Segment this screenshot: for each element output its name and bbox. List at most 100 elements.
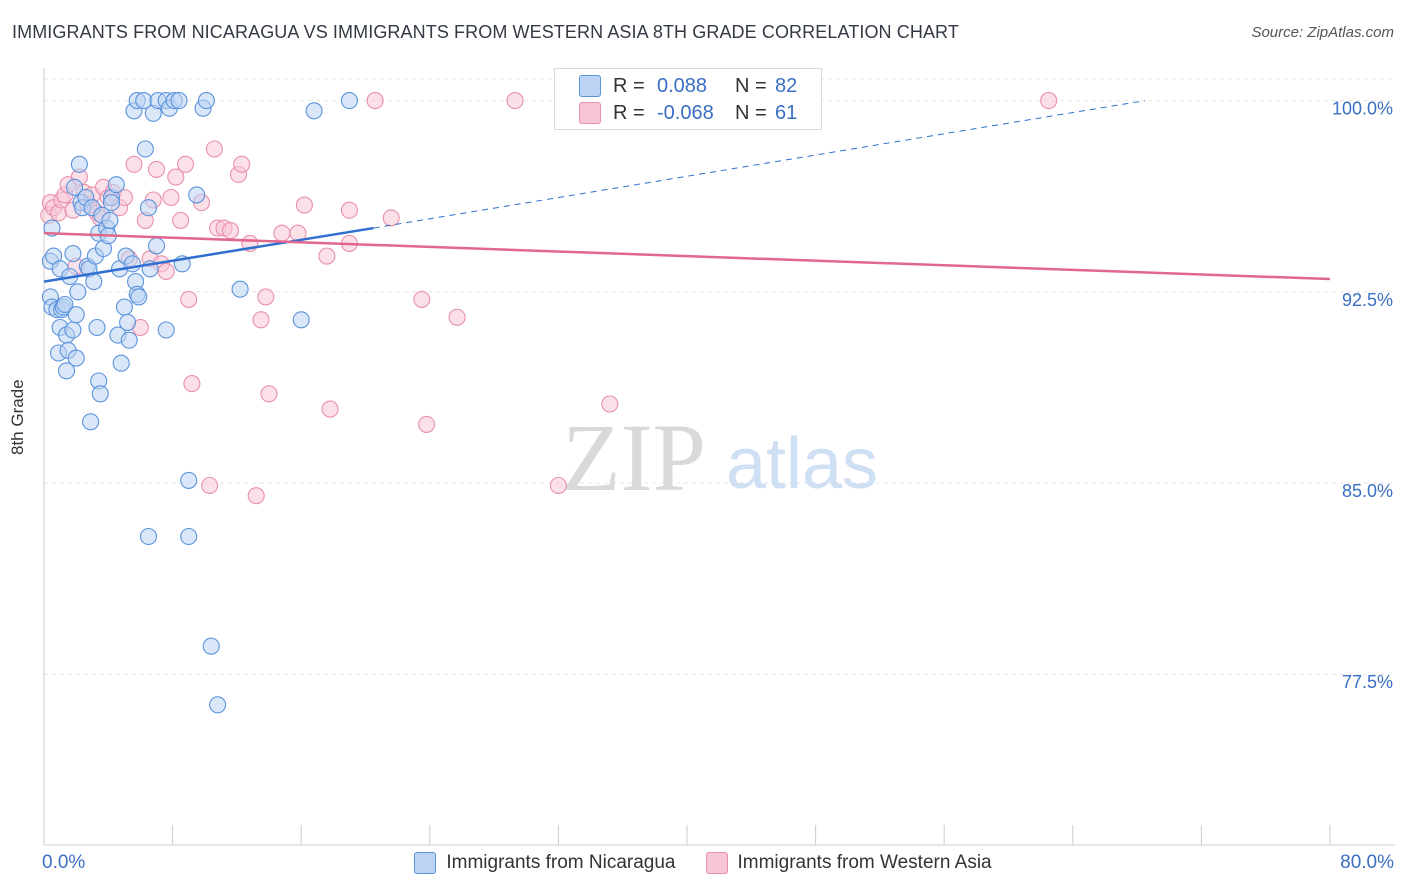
x-tick-max: 80.0% <box>1340 852 1394 873</box>
point-western-asia <box>176 155 195 173</box>
legend-row-nicaragua: R = 0.088 N = 82 <box>579 73 797 99</box>
y-tick-label: 85.0% <box>1342 481 1393 501</box>
watermark-atlas: atlas <box>726 424 878 504</box>
legend-r-value: -0.068 <box>657 101 714 124</box>
point-western-asia <box>1040 92 1058 110</box>
point-western-asia <box>340 201 358 219</box>
point-nicaragua <box>188 186 206 204</box>
point-nicaragua <box>101 211 119 229</box>
point-western-asia <box>252 311 270 329</box>
point-western-asia <box>366 92 384 110</box>
point-western-asia <box>221 222 240 240</box>
point-western-asia <box>233 155 251 173</box>
legend-n-label: N = <box>735 74 767 97</box>
point-nicaragua <box>180 471 198 489</box>
point-western-asia <box>448 308 466 326</box>
y-tick-label: 100.0% <box>1332 99 1393 119</box>
point-western-asia <box>260 385 278 403</box>
point-nicaragua <box>85 273 103 291</box>
point-nicaragua <box>139 527 158 546</box>
point-nicaragua <box>70 155 88 173</box>
point-nicaragua <box>64 245 82 263</box>
point-western-asia <box>157 262 175 280</box>
point-western-asia <box>418 415 436 433</box>
point-western-asia <box>549 476 567 495</box>
series-legend: Immigrants from Nicaragua Immigrants fro… <box>0 852 1406 874</box>
point-western-asia <box>205 140 223 158</box>
point-western-asia <box>201 476 219 495</box>
point-western-asia <box>601 395 619 413</box>
legend-r-label: R = <box>613 101 645 124</box>
legend-item-nicaragua[interactable]: Immigrants from Nicaragua <box>414 852 676 874</box>
point-nicaragua <box>292 311 310 329</box>
trend-lines <box>43 100 1331 283</box>
point-nicaragua <box>209 696 227 714</box>
legend-n-value: 82 <box>775 74 798 97</box>
watermark-zip: ZIP <box>562 404 706 511</box>
point-western-asia <box>125 155 143 173</box>
point-western-asia <box>273 224 291 242</box>
legend-item-western-asia[interactable]: Immigrants from Western Asia <box>705 852 992 874</box>
point-western-asia <box>167 168 185 186</box>
point-nicaragua <box>56 295 74 314</box>
legend-swatch-pink <box>579 102 601 124</box>
point-western-asia <box>162 188 180 207</box>
point-nicaragua <box>147 237 166 255</box>
point-western-asia <box>180 290 198 308</box>
point-western-asia <box>147 160 166 178</box>
point-nicaragua <box>102 194 121 212</box>
y-axis-label: 8th Grade <box>8 379 27 455</box>
point-western-asia <box>413 290 431 308</box>
point-nicaragua <box>107 176 125 194</box>
legend-r-value: 0.088 <box>657 74 708 97</box>
point-western-asia <box>295 196 313 214</box>
point-western-asia <box>506 92 524 110</box>
x-tick-min: 0.0% <box>42 852 86 873</box>
point-nicaragua <box>67 306 85 324</box>
point-nicaragua <box>197 92 215 110</box>
point-nicaragua <box>157 321 175 339</box>
source-label: Source: ZipAtlas.com <box>1251 24 1394 41</box>
point-nicaragua <box>170 92 188 110</box>
point-western-asia <box>183 375 201 393</box>
point-nicaragua <box>88 318 106 337</box>
point-western-asia <box>247 487 265 505</box>
trend-line-nicaragua-extension <box>373 100 1146 229</box>
legend-n-value: 61 <box>775 101 798 124</box>
point-nicaragua <box>340 92 358 110</box>
legend-r-label: R = <box>613 74 645 97</box>
point-nicaragua <box>69 283 87 301</box>
point-western-asia <box>382 209 400 227</box>
point-nicaragua <box>130 288 148 306</box>
point-nicaragua <box>180 527 198 546</box>
legend-label-western-asia: Immigrants from Western Asia <box>737 852 992 873</box>
point-nicaragua <box>119 313 137 331</box>
trend-line-western-asia <box>43 231 1331 281</box>
point-western-asia <box>318 247 336 265</box>
point-nicaragua <box>112 354 130 372</box>
legend-swatch-blue <box>414 852 437 874</box>
point-nicaragua <box>202 637 220 655</box>
point-western-asia <box>321 400 339 418</box>
point-nicaragua <box>120 331 138 349</box>
point-nicaragua <box>82 413 100 431</box>
legend-n-label: N = <box>735 101 767 124</box>
y-tick-labels: 100.0% 92.5% 85.0% 77.5% <box>1332 99 1393 693</box>
legend-label-nicaragua: Immigrants from Nicaragua <box>446 852 676 873</box>
point-nicaragua <box>65 178 84 196</box>
y-tick-label: 77.5% <box>1342 672 1393 692</box>
point-nicaragua <box>57 362 76 380</box>
watermark: ZIP atlas <box>562 404 878 511</box>
y-tick-label: 92.5% <box>1342 290 1393 310</box>
axes <box>43 68 1395 846</box>
stats-legend: R = 0.088 N = 82 R = -0.068 N = 61 <box>554 68 822 130</box>
point-nicaragua <box>139 199 158 217</box>
point-nicaragua <box>136 140 154 158</box>
chart-title: IMMIGRANTS FROM NICARAGUA VS IMMIGRANTS … <box>12 22 959 42</box>
point-western-asia <box>257 288 275 306</box>
trend-line-nicaragua <box>43 226 374 283</box>
point-nicaragua <box>91 385 109 403</box>
point-western-asia <box>172 211 190 229</box>
point-nicaragua <box>67 349 85 367</box>
